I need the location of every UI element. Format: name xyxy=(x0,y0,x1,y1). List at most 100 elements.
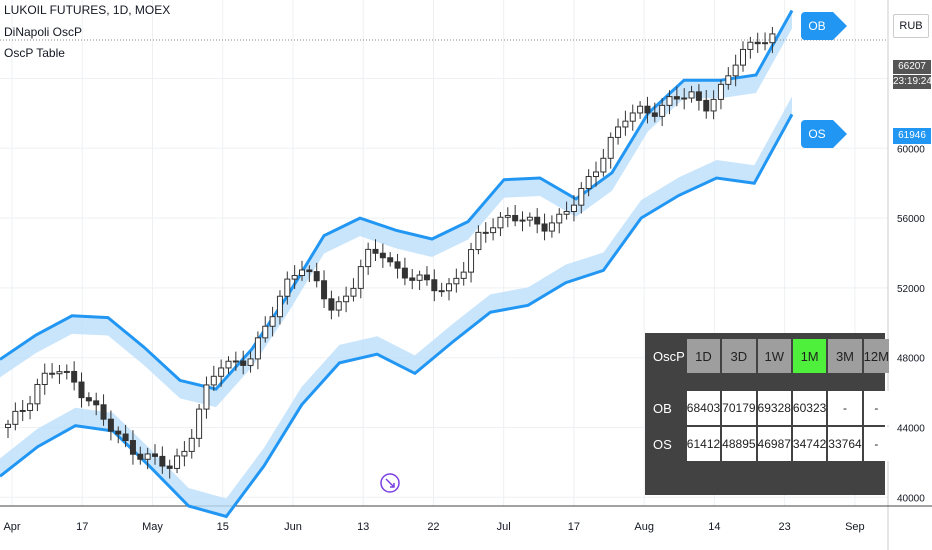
candle-body xyxy=(695,91,702,101)
candle-body xyxy=(534,216,541,225)
candle-body xyxy=(41,372,48,385)
price-tick-label: 44000 xyxy=(897,423,925,434)
time-tick-label: 17 xyxy=(568,521,580,533)
candle-body xyxy=(343,295,350,303)
candle-body xyxy=(681,97,688,100)
price-tick-label: 56000 xyxy=(897,214,925,225)
candle-body xyxy=(401,267,408,279)
candle-body xyxy=(306,269,313,273)
candle-body xyxy=(129,440,136,455)
candle-body xyxy=(607,136,614,159)
candle-body xyxy=(446,283,452,292)
os-value-1w: 46987 xyxy=(757,427,791,461)
ob-row-label: OB xyxy=(653,400,672,416)
candle-body xyxy=(276,295,283,318)
table-corner-label: OscP xyxy=(653,348,685,364)
candle-body xyxy=(107,418,114,432)
candle-body xyxy=(423,274,430,281)
indicator-table-label[interactable]: OscP Table xyxy=(4,46,65,60)
candle-body xyxy=(247,358,254,366)
candle-body xyxy=(747,41,754,50)
candle-body xyxy=(188,437,195,452)
candle-body xyxy=(218,367,225,377)
candle-body xyxy=(78,381,85,399)
os-value-1m: 34742 xyxy=(792,427,827,461)
candle-body xyxy=(350,287,357,297)
symbol-title[interactable]: LUKOIL FUTURES, 1D, MOEX xyxy=(4,3,171,17)
candle-body xyxy=(328,298,335,311)
candle-body xyxy=(541,223,548,232)
time-tick-label: Aug xyxy=(634,521,654,533)
os-value-12m: - xyxy=(863,427,889,461)
candle-body xyxy=(299,269,305,277)
candle-body xyxy=(137,453,144,460)
candle-body xyxy=(615,126,622,138)
candle-body xyxy=(357,266,364,289)
candle-body xyxy=(379,252,386,259)
price-tick-label: 52000 xyxy=(897,284,925,295)
candle-body xyxy=(152,453,158,457)
last-price-label: 66207 xyxy=(893,60,931,74)
candle-body xyxy=(600,157,607,173)
ob-band-tag: OB xyxy=(801,12,847,40)
candle-body xyxy=(688,91,695,99)
candle-body xyxy=(482,231,489,234)
candle-body xyxy=(394,261,401,269)
ob-value-1d: 68403 xyxy=(686,391,721,425)
candle-body xyxy=(703,99,710,112)
os-band-tag: OS xyxy=(801,120,847,148)
candle-body xyxy=(629,112,636,122)
candle-body xyxy=(438,290,445,293)
candle-body xyxy=(504,214,511,218)
candle-body xyxy=(372,248,379,254)
candle-body xyxy=(490,227,497,234)
candle-body xyxy=(313,271,320,282)
candle-body xyxy=(71,370,78,383)
time-tick-label: Jul xyxy=(497,521,511,533)
os-value-3m: 33764 xyxy=(828,427,862,461)
time-tick-label: May xyxy=(142,521,163,533)
candle-body xyxy=(5,423,11,428)
indicator-dinapoli-label[interactable]: DiNapoli OscP xyxy=(4,25,83,39)
price-tick-label: 60000 xyxy=(897,144,925,155)
table-row: OS 61412 48895 46987 34742 33764 - xyxy=(649,427,889,461)
candle-body xyxy=(232,360,239,363)
candle-body xyxy=(122,433,129,442)
candle-body xyxy=(453,277,460,285)
candle-body xyxy=(174,455,181,469)
candle-body xyxy=(100,404,107,420)
candle-body xyxy=(365,248,372,268)
price-tick-label: 48000 xyxy=(897,354,925,365)
os-price-label: 61946 xyxy=(893,128,931,144)
currency-button[interactable]: RUB xyxy=(893,14,929,38)
candle-body xyxy=(497,216,504,229)
candle-body xyxy=(468,249,475,273)
time-tick-label: 22 xyxy=(427,521,439,533)
os-value-1d: 61412 xyxy=(686,427,721,461)
candle-body xyxy=(335,301,342,311)
candle-body xyxy=(27,403,34,411)
time-tick-label: 13 xyxy=(357,521,369,533)
ob-value-1w: 69328 xyxy=(757,391,791,425)
candle-body xyxy=(651,112,658,117)
candle-body xyxy=(769,33,776,44)
candle-body xyxy=(284,278,291,297)
candle-body xyxy=(166,465,173,469)
time-tick-label: 17 xyxy=(76,521,88,533)
tf-header-3m: 3M xyxy=(828,339,862,373)
candle-body xyxy=(159,455,166,467)
candle-body xyxy=(754,41,761,45)
ob-value-1m: 60323 xyxy=(792,391,827,425)
candle-body xyxy=(409,277,416,281)
candle-body xyxy=(740,48,746,66)
candle-body xyxy=(85,397,92,402)
tf-header-1d: 1D xyxy=(686,339,721,373)
bar-countdown-label: 23:19:24 xyxy=(893,75,932,89)
candle-body xyxy=(181,450,188,457)
tf-header-3d: 3D xyxy=(722,339,756,373)
candle-body xyxy=(585,176,592,189)
time-tick-label: 14 xyxy=(708,521,720,533)
candle-body xyxy=(262,325,269,339)
